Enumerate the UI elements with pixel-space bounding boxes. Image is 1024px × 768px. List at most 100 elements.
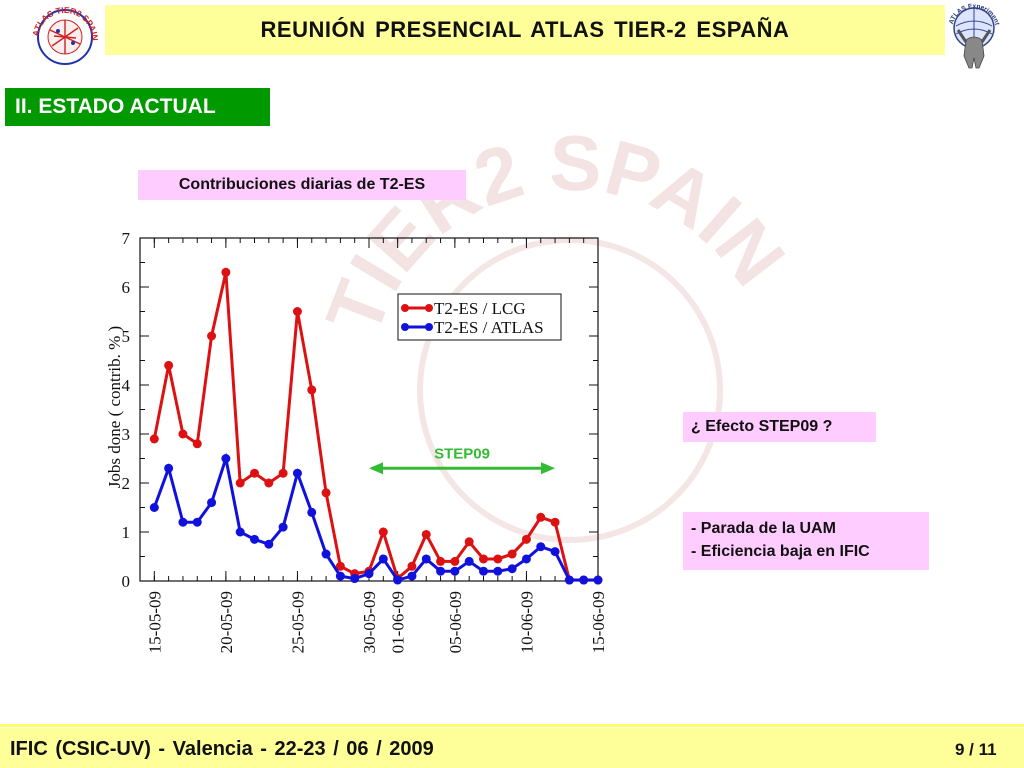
data-point: [307, 507, 317, 517]
data-point: [493, 554, 503, 564]
series-t2-es-atlas: [149, 452, 603, 585]
data-point: [536, 542, 546, 552]
data-point: [407, 571, 417, 581]
series-layer: [149, 267, 603, 585]
data-point: [178, 429, 188, 439]
data-point: [178, 517, 188, 527]
y-tick-label: 0: [122, 572, 131, 591]
y-axis-label: Jobs done ( contrib. % ): [105, 326, 124, 488]
footer-bar: [0, 728, 1024, 768]
data-point: [550, 547, 560, 557]
data-point: [479, 554, 488, 564]
y-tick-label: 3: [122, 425, 131, 444]
data-point: [393, 575, 403, 585]
data-point: [292, 307, 302, 316]
data-point: [264, 539, 274, 549]
atlas-tier2-spain-logo: ATLAS TIER2 SPAIN: [30, 5, 100, 65]
slide-title: REUNIÓN PRESENCIAL ATLAS TIER-2 ESPAÑA: [260, 17, 790, 42]
data-point: [364, 569, 374, 579]
series-line: [152, 452, 598, 582]
legend-label: T2-ES / LCG: [434, 299, 526, 318]
footer-text: IFIC (CSIC-UV) - Valencia - 22-23 / 06 /…: [10, 738, 434, 760]
issue-item-ific: - Eficiencia baja en IFIC: [691, 543, 870, 560]
data-point: [149, 434, 159, 444]
data-point: [350, 574, 360, 584]
data-point: [207, 331, 217, 341]
line-chart: 0 1 2 3 4 5 6 7 15-05-09 20-05-09 25-05-09 30-05-0…: [105, 229, 608, 653]
data-point: [221, 267, 231, 277]
data-point: [521, 554, 531, 564]
data-point: [235, 527, 245, 537]
step09-label: STEP09: [434, 445, 490, 462]
data-point: [335, 571, 345, 581]
x-tick-label: 15-06-09: [589, 591, 608, 653]
data-point: [335, 561, 345, 571]
step09-annotation: STEP09: [369, 445, 556, 475]
data-point: [307, 385, 317, 395]
x-tick-label: 05-06-09: [446, 591, 465, 653]
plot-frame: [139, 237, 599, 582]
data-point: [250, 468, 259, 478]
data-point: [507, 564, 517, 574]
data-point: [235, 478, 245, 488]
data-point: [192, 439, 202, 449]
data-point: [493, 566, 503, 576]
step09-arrow-right: [541, 462, 556, 475]
data-point: [521, 534, 531, 544]
data-point: [378, 554, 388, 564]
y-tick-label: 1: [122, 523, 131, 542]
issues-note: - Parada de la UAM - Eficiencia baja en …: [683, 512, 929, 570]
data-point: [450, 566, 460, 576]
x-tick-label: 30-05-09: [360, 591, 379, 653]
step09-effect-note: ¿ Efecto STEP09 ?: [683, 412, 876, 442]
data-point: [450, 556, 460, 566]
y-tick-label: 2: [122, 474, 131, 493]
data-point: [207, 498, 217, 508]
data-point: [464, 537, 474, 547]
data-point: [421, 554, 431, 564]
legend-marker: [401, 304, 409, 312]
data-point: [292, 468, 302, 478]
y-tick-label: 5: [122, 327, 131, 346]
data-point: [579, 575, 589, 585]
data-point: [593, 575, 603, 585]
data-point: [278, 468, 288, 478]
page-number: 9 / 11: [955, 740, 997, 759]
step09-arrow-left: [369, 462, 383, 475]
data-point: [536, 512, 546, 522]
x-tick-label: 20-05-09: [217, 591, 236, 653]
x-tick-label: 01-06-09: [389, 591, 408, 653]
data-point: [149, 503, 159, 512]
issue-item-uam: - Parada de la UAM: [691, 520, 836, 537]
data-point: [164, 463, 174, 473]
data-point: [436, 556, 446, 566]
data-point: [278, 522, 288, 532]
chart-frame: [139, 237, 599, 582]
data-point: [507, 549, 517, 559]
data-point: [421, 529, 431, 539]
data-point: [464, 556, 474, 566]
y-tick-label: 4: [122, 376, 131, 395]
data-point: [479, 566, 488, 576]
x-tick-label: 10-06-09: [517, 591, 536, 653]
data-point: [321, 488, 331, 498]
legend-marker: [401, 323, 409, 331]
header-bar: REUNIÓN PRESENCIAL ATLAS TIER-2 ESPAÑA: [105, 5, 945, 55]
legend-label: T2-ES / ATLAS: [434, 318, 544, 337]
data-point: [564, 575, 574, 585]
x-tick-label: 15-05-09: [145, 591, 164, 653]
x-tick-label: 25-05-09: [288, 591, 307, 653]
data-point: [221, 454, 231, 463]
data-point: [378, 527, 388, 537]
data-point: [407, 561, 417, 571]
data-point: [321, 549, 331, 559]
legend-box: [397, 293, 562, 341]
data-point: [550, 517, 560, 527]
data-point: [436, 566, 446, 576]
x-axis-ticks: 15-05-09 20-05-09 25-05-09 30-05-09 01-06-09…: [139, 238, 608, 653]
footer-line: [0, 724, 1024, 727]
section-label: II. ESTADO ACTUAL: [5, 88, 270, 126]
data-point: [264, 478, 274, 488]
data-point: [164, 360, 174, 370]
